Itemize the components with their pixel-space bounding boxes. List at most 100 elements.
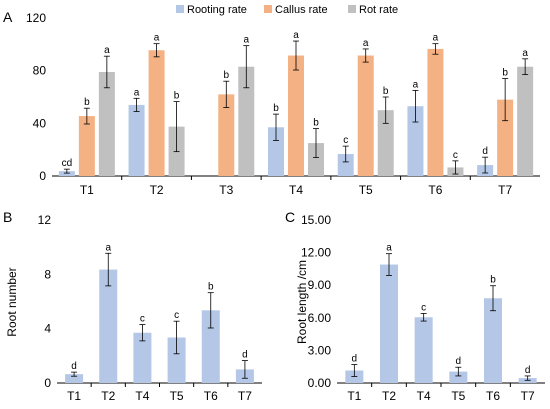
panel-b-x-tick-label: T6 bbox=[204, 389, 218, 403]
panel-a-bar-callus bbox=[218, 94, 235, 176]
panel-c-bar-rooting bbox=[449, 371, 468, 383]
panel-a-bar-rot bbox=[517, 66, 534, 176]
panel-a-y-ticks: 0 40 80 120 bbox=[26, 11, 46, 183]
legend-label-rooting: Rooting rate bbox=[187, 4, 247, 16]
panel-a-significance-letter: a bbox=[522, 48, 528, 59]
panel-a-x-tick-label: T3 bbox=[219, 183, 233, 197]
panel-a-significance-letter: c bbox=[453, 150, 458, 161]
panel-b-x-ticks: T1 T2 T4 T5 T6 T7 bbox=[67, 383, 252, 403]
panel-a-bar-rooting bbox=[58, 171, 75, 176]
panel-c-y-tick-label: 15.00 bbox=[301, 213, 331, 227]
panel-c-y-axis-label: Root length /cm bbox=[295, 260, 309, 344]
panel-a-significance-letter: b bbox=[383, 86, 389, 97]
panel-c-significance-letter: d bbox=[525, 365, 531, 376]
panel-a-bar-rot bbox=[238, 66, 255, 176]
panel-c-bar-rooting bbox=[484, 298, 502, 383]
legend-swatch-callus bbox=[264, 5, 272, 13]
panel-a-y-tick-label: 80 bbox=[33, 64, 47, 78]
panel-b-significance-letter: c bbox=[140, 314, 145, 325]
panel-b-label: B bbox=[3, 209, 12, 225]
panel-a-significance-letter: a bbox=[413, 79, 419, 90]
panel-a-bar-callus bbox=[427, 48, 444, 176]
panel-a-y-tick-label: 0 bbox=[39, 169, 46, 183]
panel-a-bar-callus bbox=[288, 55, 304, 176]
panel-a-significance-letter: a bbox=[293, 30, 299, 41]
panel-c-bars: d a c d b d bbox=[345, 243, 537, 383]
panel-b-significance-letter: d bbox=[71, 361, 77, 372]
panel-c-significance-letter: d bbox=[352, 354, 358, 365]
panel-a-bar-callus bbox=[357, 55, 374, 176]
panel-a-bar-callus bbox=[497, 99, 514, 176]
panel-b-significance-letter: c bbox=[174, 310, 179, 321]
panel-a-bar-callus bbox=[148, 50, 165, 177]
panel-a-significance-letter: b bbox=[273, 103, 279, 114]
panel-c-label: C bbox=[285, 209, 295, 225]
panel-b: B Root number 0 4 8 12 d a c c b d T1 T2 T4 T5 T6 T7 bbox=[3, 209, 262, 403]
panel-c-bar-rooting bbox=[380, 264, 398, 383]
panel-b-x-tick-label: T4 bbox=[135, 389, 149, 403]
panel-b-y-tick-label: 12 bbox=[38, 213, 52, 227]
panel-a-significance-letter: b bbox=[174, 91, 180, 102]
panel-c-x-tick-label: T1 bbox=[347, 389, 361, 403]
panel-b-x-tick-label: T1 bbox=[67, 389, 81, 403]
legend-label-callus: Callus rate bbox=[275, 4, 328, 16]
panel-c-x-ticks: T1 T2 T4 T5 T6 T7 bbox=[347, 383, 535, 403]
panel-a-significance-letter: b bbox=[224, 70, 230, 81]
panel-a-significance-letter: a bbox=[433, 33, 439, 44]
panel-b-bar-rooting bbox=[99, 269, 118, 383]
panel-b-significance-letter: a bbox=[105, 242, 111, 253]
panel-a-significance-letter: a bbox=[104, 45, 110, 56]
panel-b-y-tick-label: 0 bbox=[44, 376, 51, 390]
panel-c-y-tick-label: 6.00 bbox=[308, 311, 332, 325]
panel-c-x-tick-label: T2 bbox=[382, 389, 396, 403]
panel-a-y-tick-label: 120 bbox=[26, 11, 46, 25]
panel-a-significance-letter: b bbox=[313, 118, 319, 129]
panel-a-x-ticks: T1 T2 T3 T4 T5 T6 T7 bbox=[80, 176, 512, 197]
legend-swatch-rooting bbox=[176, 5, 184, 13]
panel-c-x-tick-label: T6 bbox=[486, 389, 500, 403]
panel-a-significance-letter: b bbox=[84, 97, 90, 108]
panel-b-significance-letter: d bbox=[242, 350, 248, 361]
panel-a-x-tick-label: T2 bbox=[150, 183, 164, 197]
panel-a-significance-letter: a bbox=[244, 35, 250, 46]
panel-b-y-ticks: 0 4 8 12 bbox=[38, 213, 52, 390]
panel-a-significance-letter: a bbox=[363, 38, 369, 49]
panel-b-x-tick-label: T5 bbox=[170, 389, 184, 403]
panel-a-bar-rot bbox=[98, 71, 115, 176]
panel-c-y-ticks: 0.00 3.00 6.00 9.00 12.00 15.00 bbox=[301, 213, 331, 390]
panel-c-bar-rooting bbox=[414, 317, 433, 383]
panel-a-x-tick-label: T7 bbox=[498, 183, 512, 197]
panel-a-bar-rot bbox=[308, 143, 324, 176]
panel-a-x-tick-label: T4 bbox=[289, 183, 303, 197]
panel-a-bar-rooting bbox=[337, 154, 354, 176]
panel-b-bar-rooting bbox=[65, 374, 84, 383]
panel-c-x-tick-label: T4 bbox=[417, 389, 431, 403]
legend-swatch-rot bbox=[348, 5, 356, 13]
panel-b-x-tick-label: T2 bbox=[101, 389, 115, 403]
panel-a-y-tick-label: 40 bbox=[33, 116, 47, 130]
panel-a-x-tick-label: T6 bbox=[428, 183, 442, 197]
panel-b-bar-rooting bbox=[167, 337, 186, 383]
panel-a-significance-letter: c bbox=[343, 135, 348, 146]
panel-c-significance-letter: b bbox=[490, 275, 496, 286]
panel-a-bar-rot bbox=[377, 110, 394, 176]
panel-b-bar-rooting bbox=[133, 332, 152, 383]
panel-a-bar-rooting bbox=[407, 106, 424, 176]
panel-c-significance-letter: a bbox=[386, 243, 392, 254]
panel-a-significance-letter: d bbox=[482, 146, 488, 157]
panel-a-bar-callus bbox=[78, 116, 95, 176]
panel-a-label: A bbox=[3, 9, 13, 25]
panel-a-bar-rooting bbox=[128, 104, 145, 176]
panel-b-bar-rooting bbox=[201, 310, 220, 383]
panel-a-x-tick-label: T1 bbox=[80, 183, 94, 197]
panel-c-x-tick-label: T7 bbox=[521, 389, 535, 403]
panel-c-y-tick-label: 12.00 bbox=[301, 246, 331, 260]
panel-a-bar-rooting bbox=[268, 127, 284, 176]
panel-a-significance-letter: a bbox=[154, 33, 160, 44]
panel-b-x-tick-label: T7 bbox=[238, 389, 252, 403]
panel-c: C Root length /cm 0.00 3.00 6.00 9.00 12.00 1… bbox=[285, 209, 545, 403]
panel-c-y-tick-label: 9.00 bbox=[308, 278, 332, 292]
